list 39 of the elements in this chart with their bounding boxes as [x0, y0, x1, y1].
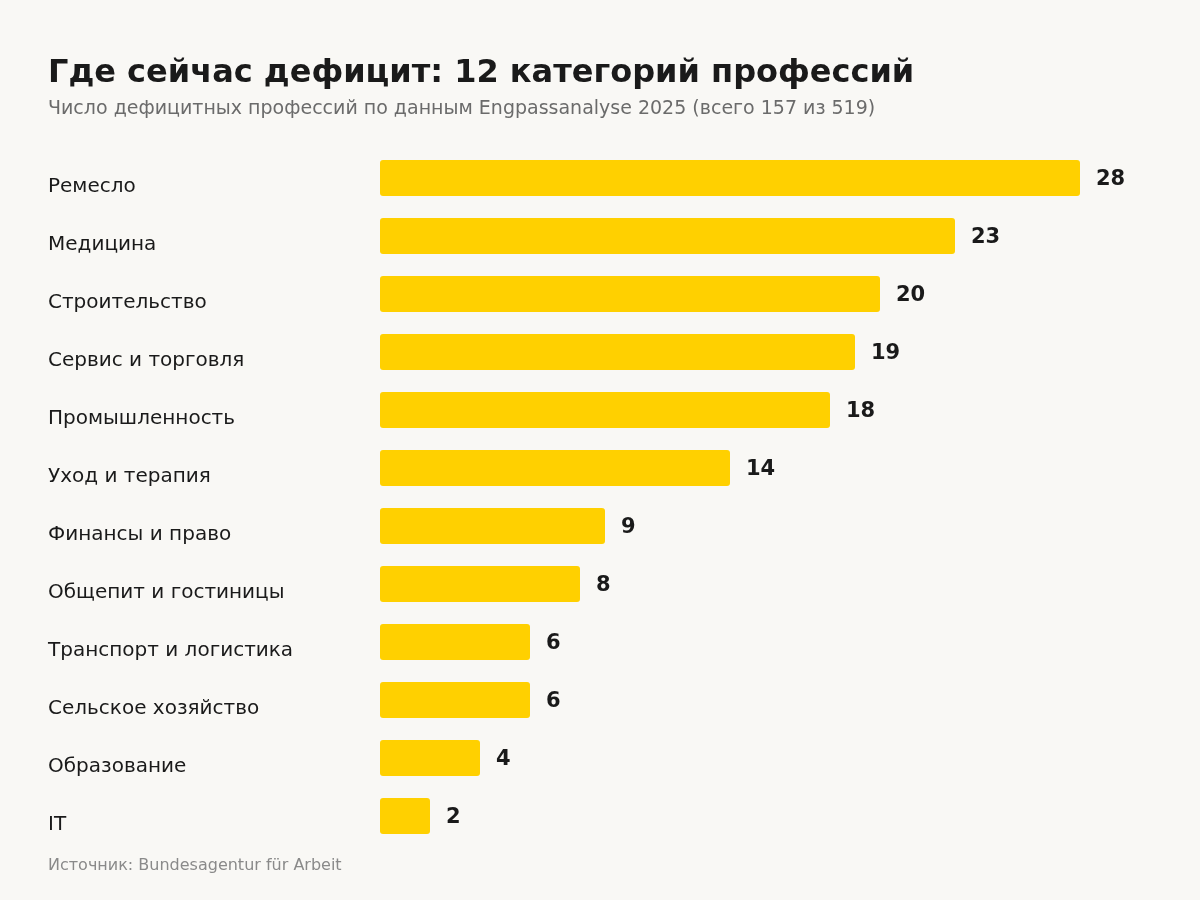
y-tick-label: Промышленность: [48, 405, 236, 429]
data-label: 20: [896, 282, 926, 306]
bar: [380, 160, 1080, 196]
data-label: 18: [846, 398, 876, 422]
data-label: 6: [546, 630, 561, 654]
y-tick-label: Общепит и гостиницы: [48, 579, 285, 603]
chart-title: Где сейчас дефицит: 12 категорий профессий: [48, 52, 915, 90]
y-tick-label: Ремесло: [48, 173, 136, 197]
bar: [380, 392, 830, 428]
data-label: 2: [446, 804, 461, 828]
bar: [380, 508, 605, 544]
text: Источник: Bundesagentur für Arbeit: [48, 855, 342, 874]
bar: [380, 798, 430, 834]
data-label: 9: [621, 514, 636, 538]
data-label: 6: [546, 688, 561, 712]
data-label: 4: [496, 746, 511, 770]
data-label: 19: [871, 340, 901, 364]
data-label: 28: [1096, 166, 1126, 190]
y-tick-label: Уход и терапия: [48, 463, 211, 487]
bar: [380, 450, 730, 486]
bar: [380, 276, 880, 312]
data-label: 14: [746, 456, 776, 480]
bar: [380, 334, 855, 370]
chart-subtitle: Число дефицитных профессий по данным Engpassanalyse 2025 (всего 157 из 519): [48, 96, 876, 118]
bar: [380, 740, 480, 776]
y-tick-label: Финансы и право: [48, 521, 232, 545]
y-tick-label: Сельское хозяйство: [48, 695, 260, 719]
y-tick-label: Строительство: [48, 289, 207, 313]
bar: [380, 566, 580, 602]
bar: [380, 682, 530, 718]
y-tick-label: Транспорт и логистика: [47, 637, 294, 661]
y-tick-label: Сервис и торговля: [48, 347, 245, 371]
data-label: 23: [971, 224, 1001, 248]
y-tick-label: IT: [48, 811, 67, 835]
data-label: 8: [596, 572, 611, 596]
y-tick-label: Медицина: [48, 231, 157, 255]
bar: [380, 218, 955, 254]
bar: [380, 624, 530, 660]
y-tick-label: Образование: [48, 753, 187, 777]
